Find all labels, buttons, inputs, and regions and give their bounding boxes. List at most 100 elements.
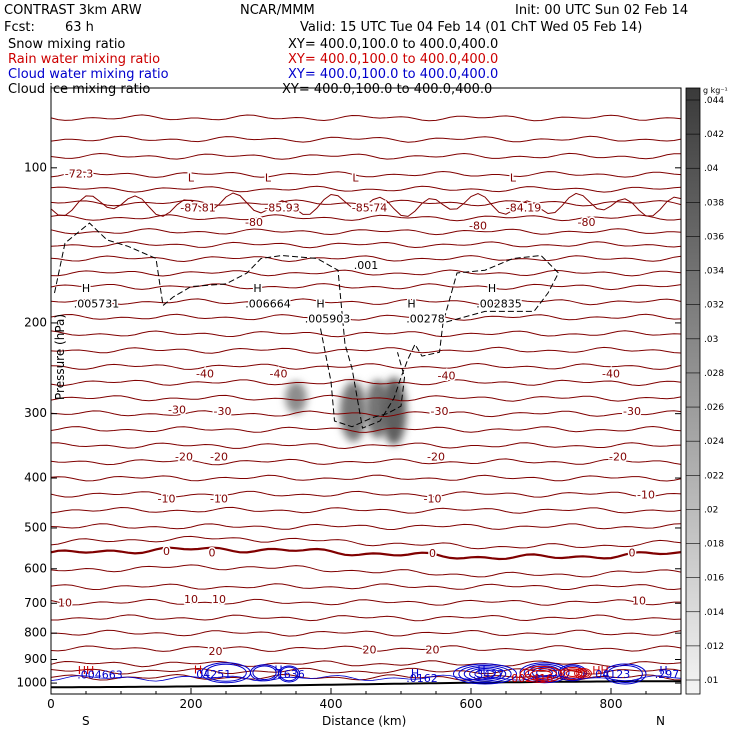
temperature-contour-line <box>51 614 682 622</box>
contour-labels: -72.3 L -87.81 -80 L -85.93 L -85.74 -80 L -84.19 -… <box>57 166 680 685</box>
temperature-contour-line <box>50 660 682 668</box>
cloud-ice-label: .002835 <box>476 297 522 310</box>
temperature-label: 0 <box>629 546 636 559</box>
temperature-contour-line <box>50 410 682 418</box>
field-label-cloud-water: Cloud water mixing ratio <box>8 67 169 82</box>
rain-contour <box>578 670 588 677</box>
temperature-label: -80 <box>578 216 596 229</box>
init-time: Init: 00 UTC Sun 02 Feb 14 <box>515 3 688 18</box>
temperature-label: -20 <box>427 451 445 464</box>
y-tick-label: 1000 <box>16 676 47 690</box>
temperature-label: -10 <box>637 488 655 501</box>
forecast-label: Fcst: <box>4 20 35 35</box>
low-level-label: .1636 <box>273 668 305 681</box>
y-tick-label: 300 <box>24 406 47 420</box>
temperature-label: -20 <box>609 451 627 464</box>
temperature-contour-line <box>50 330 682 338</box>
low-level-label: .004663 <box>77 669 123 682</box>
y-tick-label: 900 <box>24 652 47 666</box>
y-tick-label: 600 <box>24 561 47 575</box>
temperature-label: 10 <box>58 596 72 609</box>
temperature-contour-line <box>50 255 682 263</box>
temperature-contour-line <box>50 425 682 433</box>
temperature-contour-line <box>50 378 682 387</box>
surface-line <box>51 680 681 689</box>
colorbar-tick-label: .01 <box>704 676 718 686</box>
temperature-label: L <box>265 172 272 185</box>
cloud-ice-outline <box>54 222 560 429</box>
temperature-label: -10 <box>210 492 228 505</box>
rain-contour <box>559 666 586 680</box>
temperature-contour-line <box>50 185 682 193</box>
temperature-label: 10 <box>212 593 226 606</box>
x-tick-label: 600 <box>460 697 483 711</box>
temperature-label: -85.74 <box>352 202 387 215</box>
temperature-label: -84.19 <box>506 202 541 215</box>
temperature-label: 10 <box>632 595 646 608</box>
tropopause-contour <box>50 192 682 217</box>
cloud-ice-label: .001 <box>354 259 379 272</box>
temperature-contour-line <box>50 298 682 306</box>
cloud-ice-label: .00278 <box>406 313 445 326</box>
temperature-label: -80 <box>469 220 487 233</box>
field-xy-cloud-water: XY= 400.0,100.0 to 400.0,400.0 <box>288 67 498 82</box>
temperature-label: -80 <box>245 216 263 229</box>
x-tick-label: 200 <box>180 697 203 711</box>
low-level-label: HH <box>78 664 95 677</box>
temperature-contour-line <box>50 394 682 402</box>
colorbar-tick-label: .03 <box>704 335 718 345</box>
cloud-water-contour <box>523 663 566 682</box>
x-tick-label: 400 <box>320 697 343 711</box>
colorbar-tick-label: .018 <box>704 540 724 550</box>
y-tick-label: 700 <box>24 596 47 610</box>
cloud-water-contour <box>558 664 587 682</box>
temperature-label: -10 <box>158 492 176 505</box>
low-level-label: .0162 <box>406 672 438 685</box>
rain-contour <box>576 669 590 678</box>
colorbar-tick-label: .036 <box>704 232 724 242</box>
temperature-contour-line <box>50 667 682 675</box>
colorbar-tick-label: .012 <box>704 642 724 652</box>
x-tick-label: 0 <box>47 697 55 711</box>
cloud-water-contour <box>469 667 501 680</box>
x-end-label-north: N <box>656 714 665 728</box>
cloud-water-contour <box>453 663 517 685</box>
cloud-water-contour <box>458 664 512 683</box>
org-title: NCAR/MMM <box>240 3 315 18</box>
temperature-contour-line <box>50 583 682 591</box>
low-level-label: .002416 <box>508 672 554 685</box>
temperature-contour-line <box>50 546 682 561</box>
snow-blob <box>285 381 307 414</box>
temperature-contour-line <box>50 170 682 178</box>
temperature-label: -40 <box>196 368 214 381</box>
temperature-label: L <box>510 172 517 185</box>
plot-area: -72.3 L -87.81 -80 L -85.93 L -85.74 -80 L -84.19 -… <box>50 87 682 695</box>
colorbar-tick-label: .022 <box>704 471 724 481</box>
temperature-label: -85.93 <box>264 202 299 215</box>
cloud-ice-label: H <box>82 282 90 295</box>
temperature-contour-line <box>50 629 682 637</box>
temperature-contour-line <box>50 135 682 143</box>
cloud-water-contour <box>278 665 300 683</box>
cloud-water-contour <box>205 663 247 682</box>
colorbar-gradient <box>685 87 701 695</box>
colorbar-tick-label: .028 <box>704 369 724 379</box>
temperature-contour-line <box>50 645 682 652</box>
low-level-cloud-contours <box>50 662 682 685</box>
temperature-contour-line <box>50 523 682 531</box>
low-level-label: H <box>411 667 419 680</box>
temperature-contours <box>50 114 682 689</box>
temperature-contour-line <box>50 114 682 122</box>
colorbar-tick-label: .038 <box>704 198 724 208</box>
temperature-label: -40 <box>602 368 620 381</box>
rain-contour <box>530 669 552 679</box>
y-tick-label: 400 <box>24 471 47 485</box>
temperature-contour-line <box>50 283 682 291</box>
colorbar-tick-label: .016 <box>704 574 724 584</box>
colorbar-tick-label: .014 <box>704 608 724 618</box>
low-level-label: H <box>477 664 485 677</box>
temperature-contour-line <box>50 598 681 606</box>
low-level-label: HH <box>592 664 609 677</box>
cloud-water-contour <box>252 665 277 681</box>
